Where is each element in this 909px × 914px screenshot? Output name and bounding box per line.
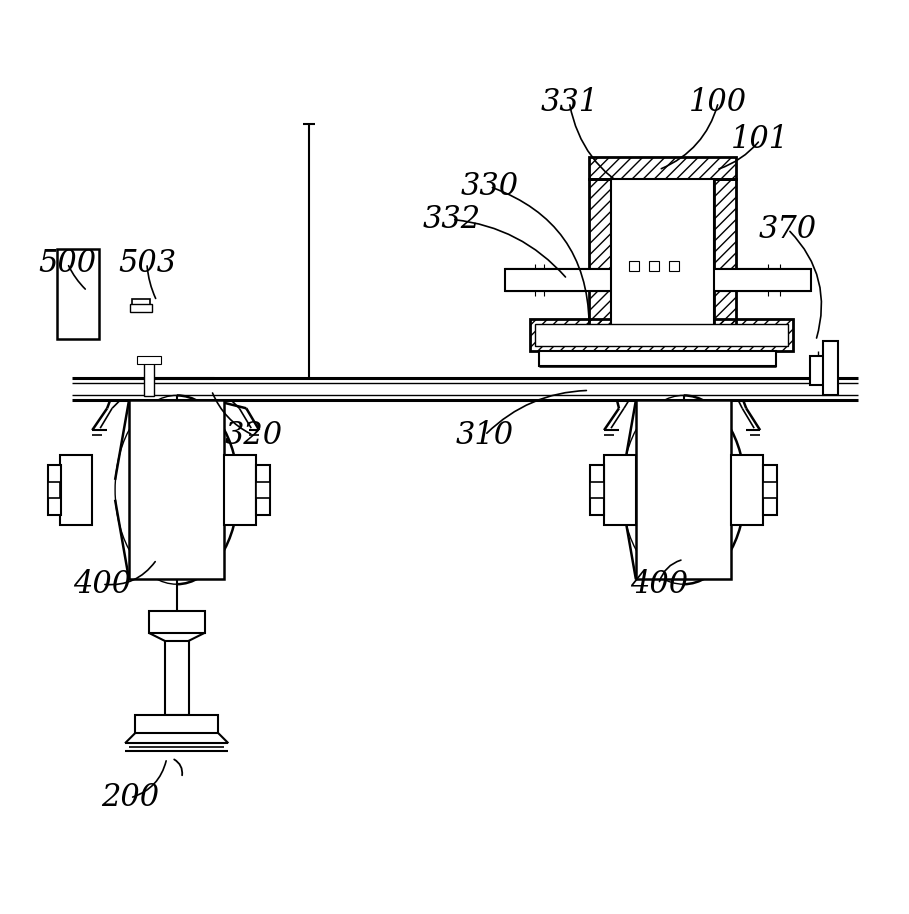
Bar [225,455,256,525]
Bar [130,304,152,312]
Bar [629,261,639,271]
Bar [47,482,60,498]
Bar [590,482,604,498]
Bar [763,465,777,515]
Bar [129,400,225,579]
Bar [810,356,830,386]
Bar [534,324,788,345]
Bar [539,351,776,366]
Bar [137,356,161,364]
Bar [604,455,636,525]
Bar [47,465,62,515]
Text: 400: 400 [73,569,131,600]
Text: 503: 503 [118,248,176,279]
Bar [530,319,793,351]
Bar [589,157,736,179]
Bar [590,465,604,515]
Bar [589,179,611,335]
Bar [165,641,189,716]
Bar [144,361,154,397]
Text: 370: 370 [759,214,817,245]
Text: 101: 101 [731,124,789,155]
Bar [57,250,99,339]
Bar [132,299,150,311]
Bar [763,482,777,498]
Text: 320: 320 [225,420,283,451]
Bar [632,197,680,276]
Text: 200: 200 [101,782,159,813]
Text: 330: 330 [461,171,519,202]
Text: 100: 100 [689,87,747,118]
Bar [732,455,763,525]
Bar [60,455,92,525]
Text: 331: 331 [540,87,598,118]
Text: 332: 332 [423,204,481,235]
Bar [504,269,811,291]
Bar [256,465,270,515]
Bar [714,179,736,335]
Bar [135,716,218,733]
Bar [823,341,838,396]
Bar [669,261,679,271]
Bar [636,400,732,579]
Bar [649,261,659,271]
Text: 310: 310 [455,420,514,451]
Text: 400: 400 [630,569,688,600]
Bar [149,611,205,632]
Bar [256,482,270,498]
Text: 500: 500 [38,248,96,279]
Bar [611,179,714,335]
